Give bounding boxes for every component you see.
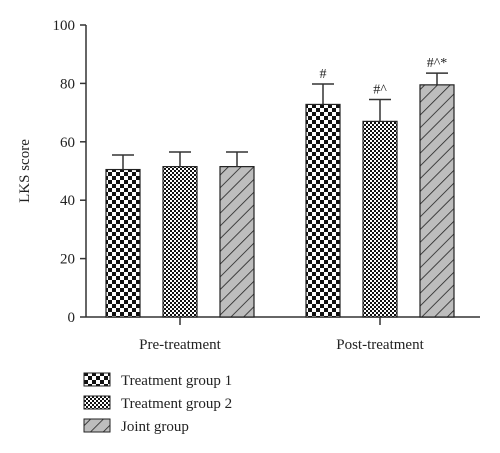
x-group-label: Pre-treatment bbox=[139, 337, 221, 353]
y-tick-label: 40 bbox=[60, 193, 75, 209]
bar bbox=[219, 166, 255, 318]
bar bbox=[305, 103, 341, 318]
bar bbox=[162, 166, 198, 318]
bar bbox=[105, 168, 141, 318]
legend-swatch bbox=[83, 372, 111, 387]
legend-swatch bbox=[83, 418, 111, 433]
bar bbox=[362, 120, 398, 318]
y-tick-label: 80 bbox=[60, 76, 75, 92]
significance-annotation: # bbox=[320, 67, 327, 82]
legend-label: Treatment group 2 bbox=[121, 396, 232, 412]
y-axis-label: LKS score bbox=[17, 139, 33, 203]
y-tick-label: 60 bbox=[60, 135, 75, 151]
y-tick-label: 100 bbox=[53, 18, 76, 34]
bars: # #^ #^* bbox=[105, 56, 455, 318]
x-group-labels: Pre-treatment Post-treatment bbox=[139, 317, 425, 353]
significance-annotation: #^* bbox=[427, 56, 448, 71]
y-tick-label: 20 bbox=[60, 252, 75, 268]
legend-swatch bbox=[83, 395, 111, 410]
bar bbox=[419, 84, 455, 318]
x-group-label: Post-treatment bbox=[336, 337, 424, 353]
axes bbox=[85, 25, 480, 318]
legend-label: Joint group bbox=[121, 419, 189, 435]
legend: Treatment group 1 Treatment group 2 Joint … bbox=[83, 372, 232, 435]
y-tick-label: 0 bbox=[68, 310, 76, 326]
y-ticks: 0 20 40 60 80 100 bbox=[53, 18, 86, 326]
significance-annotation: #^ bbox=[373, 82, 387, 97]
legend-label: Treatment group 1 bbox=[121, 373, 232, 389]
